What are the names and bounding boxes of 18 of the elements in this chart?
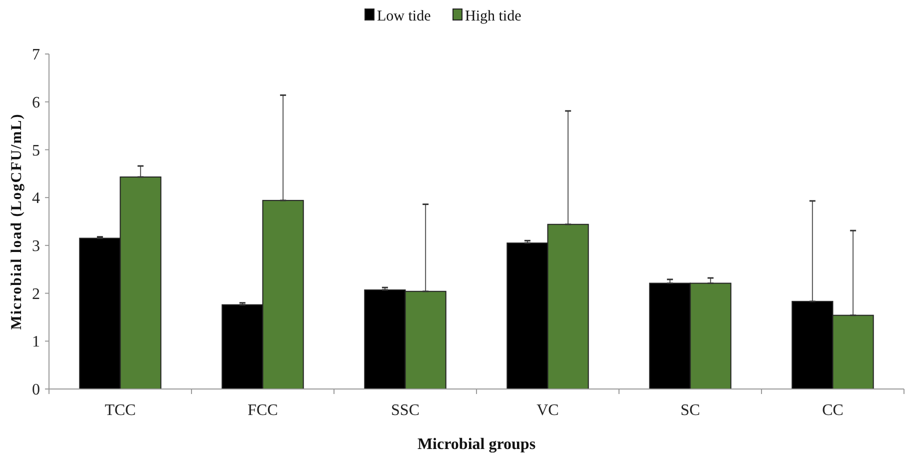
x-tick-label: VC (536, 402, 559, 419)
y-axis-title: Microbial load (LogCFU/mL) (9, 113, 25, 330)
y-tick-label: 4 (32, 190, 40, 208)
x-tick-label: SC (680, 402, 700, 419)
y-tick-label: 0 (32, 382, 40, 399)
y-tick-label: 3 (32, 238, 40, 256)
x-tick-label: CC (822, 402, 844, 419)
y-tick-label: 5 (32, 142, 40, 160)
legend-label: Low tide (377, 8, 432, 24)
y-tick-label: 6 (32, 94, 40, 112)
y-tick-label: 2 (32, 286, 40, 303)
x-axis-title: Microbial groups (417, 436, 536, 453)
x-tick-label: FCC (248, 402, 278, 419)
x-tick-label: TCC (104, 402, 136, 419)
x-tick-label: SSC (391, 402, 420, 419)
y-tick-label: 1 (32, 334, 40, 351)
y-tick-label: 7 (32, 46, 40, 64)
legend-label: High tide (465, 8, 522, 24)
